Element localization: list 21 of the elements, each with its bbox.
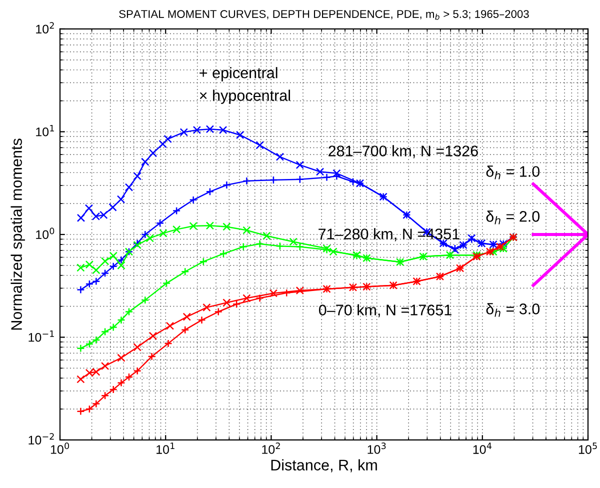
series-label: δ$_{h}$ = 1.0	[486, 166, 540, 180]
x-tick-label: 10$^{4}$	[473, 442, 492, 454]
x-tick-label: 10$^{0}$	[50, 442, 70, 454]
chart-title: SPATIAL MOMENT CURVES, DEPTH DEPENDENCE, PDE, m$_{b}$ > 5.3; 1965–2003	[119, 10, 529, 20]
x-tick-label: 10$^{1}$	[156, 442, 174, 454]
x-tick-label: 10$^{5}$	[578, 442, 597, 454]
series-label: δ$_{h}$ = 2.0	[486, 210, 540, 224]
y-tick-label: 10$^{1}$	[36, 125, 54, 136]
x-tick-label: 10$^{3}$	[368, 442, 386, 454]
annotation: 281–700 km, N =1326	[328, 145, 478, 158]
annotation: 0–70 km, N =17651	[318, 304, 452, 318]
y-tick-label: 10$^{0}$	[36, 228, 54, 240]
x-tick-label: 10$^{2}$	[262, 442, 280, 454]
y-tick-label: 10$^{−2}$	[28, 433, 54, 445]
annotation: + epicentral	[200, 67, 278, 82]
x-axis-title: Distance, R, km	[271, 459, 377, 472]
series-label: δ$_{h}$ = 3.0	[486, 303, 540, 317]
annotation: × hypocentral	[200, 90, 290, 104]
y-axis-title: Normalized spatial moments	[10, 138, 25, 330]
y-tick-label: 10$^{2}$	[36, 22, 54, 34]
y-tick-label: 10$^{−1}$	[28, 330, 54, 342]
